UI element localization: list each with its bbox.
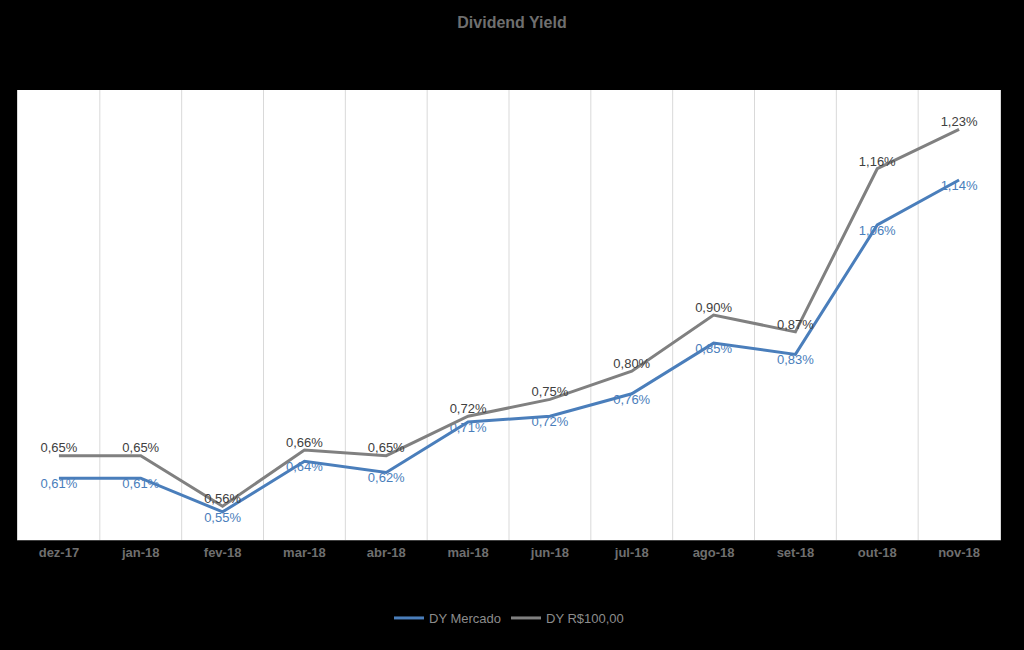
svg-text:DY Mercado: DY Mercado <box>429 611 501 626</box>
svg-text:0,65%: 0,65% <box>368 440 405 455</box>
svg-text:0,90%: 0,90% <box>695 300 732 315</box>
svg-text:Dividend Yield: Dividend Yield <box>457 14 566 31</box>
svg-text:0,87%: 0,87% <box>777 317 814 332</box>
svg-text:mai-18: mai-18 <box>447 545 488 560</box>
svg-text:0,71%: 0,71% <box>450 420 487 435</box>
svg-text:jun-18: jun-18 <box>530 545 569 560</box>
svg-text:0,65%: 0,65% <box>40 440 77 455</box>
svg-text:0,56%: 0,56% <box>204 491 241 506</box>
svg-text:0,80%: 0,80% <box>613 356 650 371</box>
svg-text:0,61%: 0,61% <box>122 476 159 491</box>
svg-text:nov-18: nov-18 <box>938 545 980 560</box>
svg-text:0,55%: 0,55% <box>204 510 241 525</box>
svg-text:1,16%: 1,16% <box>859 154 896 169</box>
svg-text:0,85%: 0,85% <box>695 341 732 356</box>
svg-text:0,62%: 0,62% <box>368 470 405 485</box>
svg-text:DY R$100,00: DY R$100,00 <box>546 611 624 626</box>
svg-text:0,83%: 0,83% <box>777 352 814 367</box>
svg-text:jul-18: jul-18 <box>614 545 649 560</box>
svg-text:fev-18: fev-18 <box>204 545 242 560</box>
svg-text:ago-18: ago-18 <box>693 545 735 560</box>
svg-text:0,75%: 0,75% <box>531 384 568 399</box>
svg-text:dez-17: dez-17 <box>39 545 79 560</box>
svg-text:mar-18: mar-18 <box>283 545 326 560</box>
svg-text:1,06%: 1,06% <box>859 223 896 238</box>
svg-text:abr-18: abr-18 <box>367 545 406 560</box>
svg-text:out-18: out-18 <box>858 545 897 560</box>
svg-text:1,14%: 1,14% <box>941 178 978 193</box>
svg-text:set-18: set-18 <box>777 545 815 560</box>
svg-text:0,72%: 0,72% <box>450 401 487 416</box>
svg-text:0,64%: 0,64% <box>286 459 323 474</box>
svg-text:0,61%: 0,61% <box>40 476 77 491</box>
svg-text:0,65%: 0,65% <box>122 440 159 455</box>
svg-text:jan-18: jan-18 <box>121 545 160 560</box>
svg-text:0,66%: 0,66% <box>286 435 323 450</box>
svg-text:1,23%: 1,23% <box>941 114 978 129</box>
svg-text:0,72%: 0,72% <box>531 414 568 429</box>
svg-text:0,76%: 0,76% <box>613 392 650 407</box>
